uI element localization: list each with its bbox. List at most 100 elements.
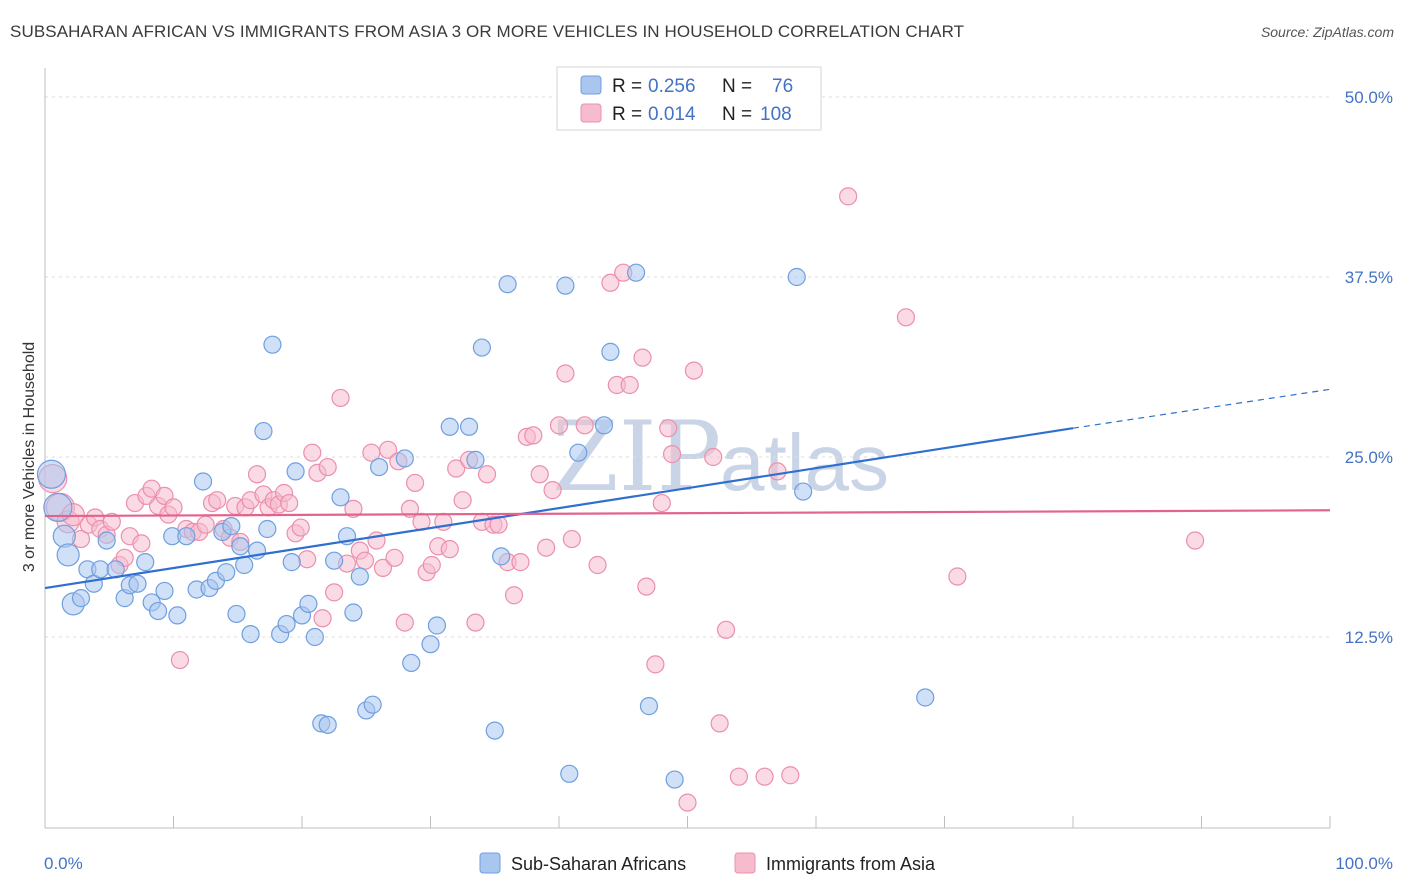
point-asia-90 [601,273,620,292]
y-axis-title: 3 or more Vehicles in Household [21,342,38,572]
point-subsaharan-27 [222,517,241,536]
point-subsaharan-16 [148,601,168,621]
series-legend: Sub-Saharan Africans Immigrants from Asi… [479,852,936,874]
point-asia-99 [662,445,682,464]
point-asia-43 [298,550,317,569]
stats-legend-swatch-blue [580,75,602,95]
point-subsaharan-48 [344,603,363,622]
y-tick-labels: 12.5% 25.0% 37.5% 50.0% [1345,88,1393,647]
point-asia-111 [948,567,967,586]
point-asia-70 [453,491,472,510]
trendline-subsaharan [44,427,1074,590]
point-asia-100 [678,793,697,812]
point-subsaharan-59 [466,450,485,469]
point-subsaharan-58 [459,417,479,436]
trendlines [44,388,1331,590]
point-asia-21 [170,650,190,670]
point-asia-82 [530,465,549,484]
point-subsaharan-62 [492,547,511,566]
point-asia-101 [684,361,704,380]
point-asia-44 [303,443,322,462]
point-asia-78 [504,586,524,605]
point-subsaharan-68 [601,342,620,361]
point-asia-83 [537,538,556,557]
point-subsaharan-46 [331,488,350,507]
x-tick-label-0: 0.0% [44,854,83,873]
point-asia-14 [132,534,151,553]
point-asia-25 [196,515,215,534]
y-tick-label-1: 25.0% [1345,448,1393,467]
point-asia-86 [556,364,575,383]
point-subsaharan-14 [136,553,155,572]
point-asia-104 [716,620,736,639]
stats-legend: R = 0.256 N = 76 R = 0.014 N = 108 [556,66,822,131]
point-asia-94 [633,348,652,367]
point-subsaharan-73 [787,267,806,287]
point-subsaharan-64 [556,276,575,295]
point-subsaharan-1 [43,492,73,522]
y-tick-label-0: 12.5% [1345,628,1393,647]
point-asia-112 [1185,531,1205,550]
point-asia-62 [405,473,425,493]
point-subsaharan-0 [36,459,67,489]
point-subsaharan-42 [305,627,324,647]
point-asia-51 [344,499,363,518]
legend-label-asia: Immigrants from Asia [766,854,936,874]
point-subsaharan-31 [241,625,260,644]
point-asia-68 [440,540,459,559]
point-asia-98 [659,419,678,438]
point-asia-48 [325,583,344,602]
point-asia-110 [896,308,916,327]
point-subsaharan-37 [277,614,296,634]
point-asia-27 [208,491,227,510]
point-asia-103 [710,714,729,733]
point-asia-40 [280,493,299,513]
trendline-subsaharan-extension [1072,388,1331,429]
point-subsaharan-61 [485,721,504,740]
point-subsaharan-65 [560,764,579,783]
point-asia-97 [652,493,671,513]
point-asia-74 [477,465,497,484]
point-subsaharan-69 [626,263,646,282]
point-subsaharan-53 [395,449,414,468]
point-asia-60 [395,613,414,632]
y-tick-label-3: 50.0% [1345,88,1393,107]
point-asia-47 [318,457,337,477]
x-tick-label-1: 100.0% [1335,854,1393,873]
point-subsaharan-33 [254,421,273,441]
stats-r-value-2: 0.014 [648,104,696,125]
stats-n-label-2: N = [722,104,752,125]
point-subsaharan-5 [71,589,91,608]
point-subsaharan-45 [325,551,344,570]
point-asia-61 [400,499,420,518]
legend-swatch-subsaharan [479,852,501,874]
point-subsaharan-2 [52,524,76,548]
point-asia-88 [575,416,594,435]
axes [44,68,1331,829]
point-subsaharan-35 [263,335,282,354]
point-asia-65 [422,555,441,575]
point-asia-56 [373,558,393,577]
point-subsaharan-26 [217,563,236,582]
point-subsaharan-20 [177,527,196,546]
point-asia-105 [729,767,749,786]
point-subsaharan-56 [427,616,447,635]
point-asia-108 [781,766,800,785]
chart-title: SUBSAHARAN AFRICAN VS IMMIGRANTS FROM AS… [10,22,965,41]
series-subsaharan-points [36,87,935,789]
point-subsaharan-17 [155,581,174,601]
point-subsaharan-70 [639,697,659,716]
point-subsaharan-51 [363,695,382,714]
stats-r-label-2: R = [612,104,642,125]
stats-r-label-1: R = [612,76,642,97]
legend-label-subsaharan: Sub-Saharan Africans [511,854,686,874]
point-asia-109 [839,187,858,206]
point-asia-34 [247,465,267,484]
point-asia-69 [447,459,466,478]
point-subsaharan-55 [421,635,440,654]
x-tick-labels: 0.0% 100.0% [44,854,1393,873]
point-asia-72 [466,613,485,632]
point-subsaharan-34 [258,519,277,539]
point-subsaharan-41 [299,594,318,613]
point-asia-96 [646,655,665,674]
